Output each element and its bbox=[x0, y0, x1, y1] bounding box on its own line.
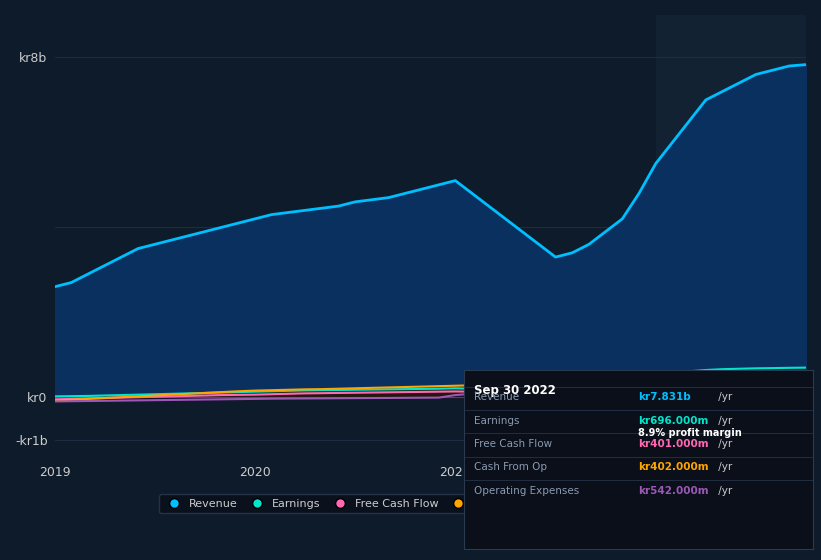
Text: Cash From Op: Cash From Op bbox=[475, 462, 548, 472]
Text: kr7.831b: kr7.831b bbox=[639, 393, 691, 403]
Text: /yr: /yr bbox=[715, 393, 732, 403]
Text: Earnings: Earnings bbox=[475, 416, 520, 426]
Legend: Revenue, Earnings, Free Cash Flow, Cash From Op, Operating Expenses: Revenue, Earnings, Free Cash Flow, Cash … bbox=[158, 494, 702, 514]
Text: kr542.000m: kr542.000m bbox=[639, 486, 709, 496]
Text: Free Cash Flow: Free Cash Flow bbox=[475, 439, 553, 449]
Text: kr696.000m: kr696.000m bbox=[639, 416, 709, 426]
Text: Sep 30 2022: Sep 30 2022 bbox=[475, 384, 556, 397]
Text: Revenue: Revenue bbox=[475, 393, 520, 403]
Text: /yr: /yr bbox=[715, 486, 732, 496]
Bar bbox=[656, 15, 821, 461]
Text: /yr: /yr bbox=[715, 416, 732, 426]
Text: /yr: /yr bbox=[715, 439, 732, 449]
Text: kr401.000m: kr401.000m bbox=[639, 439, 709, 449]
Text: kr402.000m: kr402.000m bbox=[639, 462, 709, 472]
Text: /yr: /yr bbox=[715, 462, 732, 472]
Text: Operating Expenses: Operating Expenses bbox=[475, 486, 580, 496]
Text: 8.9% profit margin: 8.9% profit margin bbox=[639, 428, 742, 438]
